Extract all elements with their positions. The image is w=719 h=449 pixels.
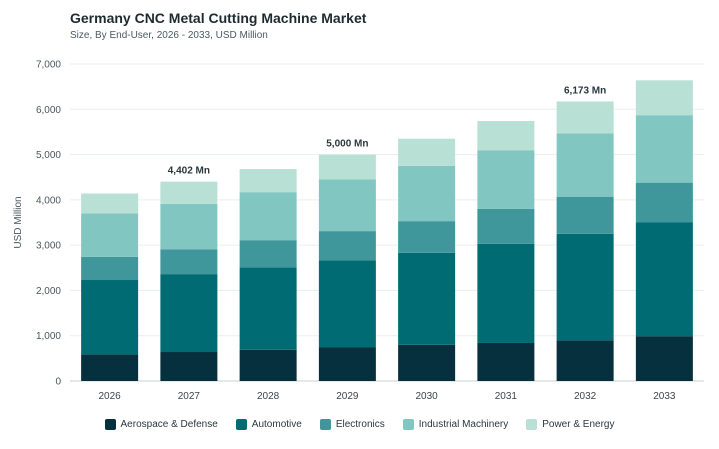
y-tick-label: 4,000 — [36, 195, 61, 206]
x-tick-label: 2026 — [99, 391, 122, 402]
bar-segment — [477, 208, 535, 244]
bar-segment — [556, 340, 614, 381]
bar-segment — [160, 249, 218, 275]
bar-segment — [160, 181, 218, 204]
bar-segment — [160, 274, 218, 353]
y-tick-label: 3,000 — [36, 241, 61, 252]
x-tick-label: 2029 — [336, 391, 359, 402]
x-tick-label: 2027 — [178, 391, 201, 402]
x-tick-label: 2031 — [495, 391, 518, 402]
legend-item: Industrial Machinery — [402, 419, 509, 430]
legend: Aerospace & Defense Automotive Electronics… — [0, 419, 719, 430]
bar-segment — [318, 347, 376, 381]
legend-item: Aerospace & Defense — [104, 419, 218, 430]
bar-segment — [81, 280, 139, 355]
bar-segment — [239, 349, 297, 381]
bar-segment — [318, 154, 376, 180]
bar-segment — [318, 260, 376, 348]
bar-segment — [398, 252, 456, 345]
legend-swatch — [402, 419, 414, 430]
bar-segment — [81, 213, 139, 257]
bar-segment — [318, 231, 376, 261]
bar-segment — [556, 196, 614, 234]
y-tick-label: 2,000 — [36, 286, 61, 297]
bar-segment — [318, 179, 376, 232]
bar-segment — [556, 133, 614, 197]
bar-segment — [477, 121, 535, 151]
legend-swatch — [104, 419, 116, 430]
legend-label: Automotive — [251, 419, 302, 430]
bar-segment — [635, 80, 693, 116]
y-tick-label: 5,000 — [36, 150, 61, 161]
data-label: 4,402 Mn — [168, 166, 210, 177]
legend-swatch — [235, 419, 247, 430]
legend-item: Electronics — [319, 419, 385, 430]
bar-segment — [81, 193, 139, 214]
bar-segment — [239, 267, 297, 350]
x-tick-label: 2032 — [574, 391, 597, 402]
legend-label: Electronics — [335, 419, 385, 430]
bar-segment — [477, 342, 535, 381]
bar-segment — [81, 354, 139, 381]
legend-swatch — [526, 419, 538, 430]
bar-segment — [239, 169, 297, 193]
legend-swatch — [319, 419, 331, 430]
chart-title: Germany CNC Metal Cutting Machine Market — [70, 10, 367, 26]
y-tick-label: 6,000 — [36, 105, 61, 116]
legend-item: Power & Energy — [526, 419, 614, 430]
y-tick-label: 1,000 — [36, 331, 61, 342]
x-tick-label: 2030 — [416, 391, 439, 402]
legend-label: Industrial Machinery — [418, 419, 509, 430]
data-label: 5,000 Mn — [326, 139, 368, 150]
bar-segment — [160, 203, 218, 250]
y-tick-label: 0 — [55, 377, 61, 388]
legend-item: Automotive — [235, 419, 302, 430]
bar-segment — [398, 344, 456, 381]
bar-segment — [556, 233, 614, 341]
bar-segment — [556, 101, 614, 134]
bar-segment — [398, 138, 456, 166]
bar-segment — [81, 256, 139, 281]
x-tick-label: 2033 — [653, 391, 676, 402]
bar-segment — [477, 243, 535, 343]
bar-segment — [239, 240, 297, 268]
bar-segment — [477, 150, 535, 209]
legend-label: Aerospace & Defense — [120, 419, 218, 430]
bar-segment — [398, 165, 456, 222]
bar-segment — [398, 221, 456, 253]
bar-segment — [635, 182, 693, 223]
bar-segment — [160, 352, 218, 381]
y-tick-label: 7,000 — [36, 60, 61, 71]
data-label: 6,173 Mn — [564, 85, 606, 96]
y-axis-label: USD Million — [13, 196, 24, 248]
bar-segment — [635, 336, 693, 381]
bar-segment — [239, 192, 297, 241]
x-tick-label: 2028 — [257, 391, 280, 402]
bar-segment — [635, 115, 693, 183]
legend-label: Power & Energy — [542, 419, 615, 430]
bar-segment — [635, 222, 693, 337]
chart-subtitle: Size, By End-User, 2026 - 2033, USD Mill… — [70, 30, 268, 41]
